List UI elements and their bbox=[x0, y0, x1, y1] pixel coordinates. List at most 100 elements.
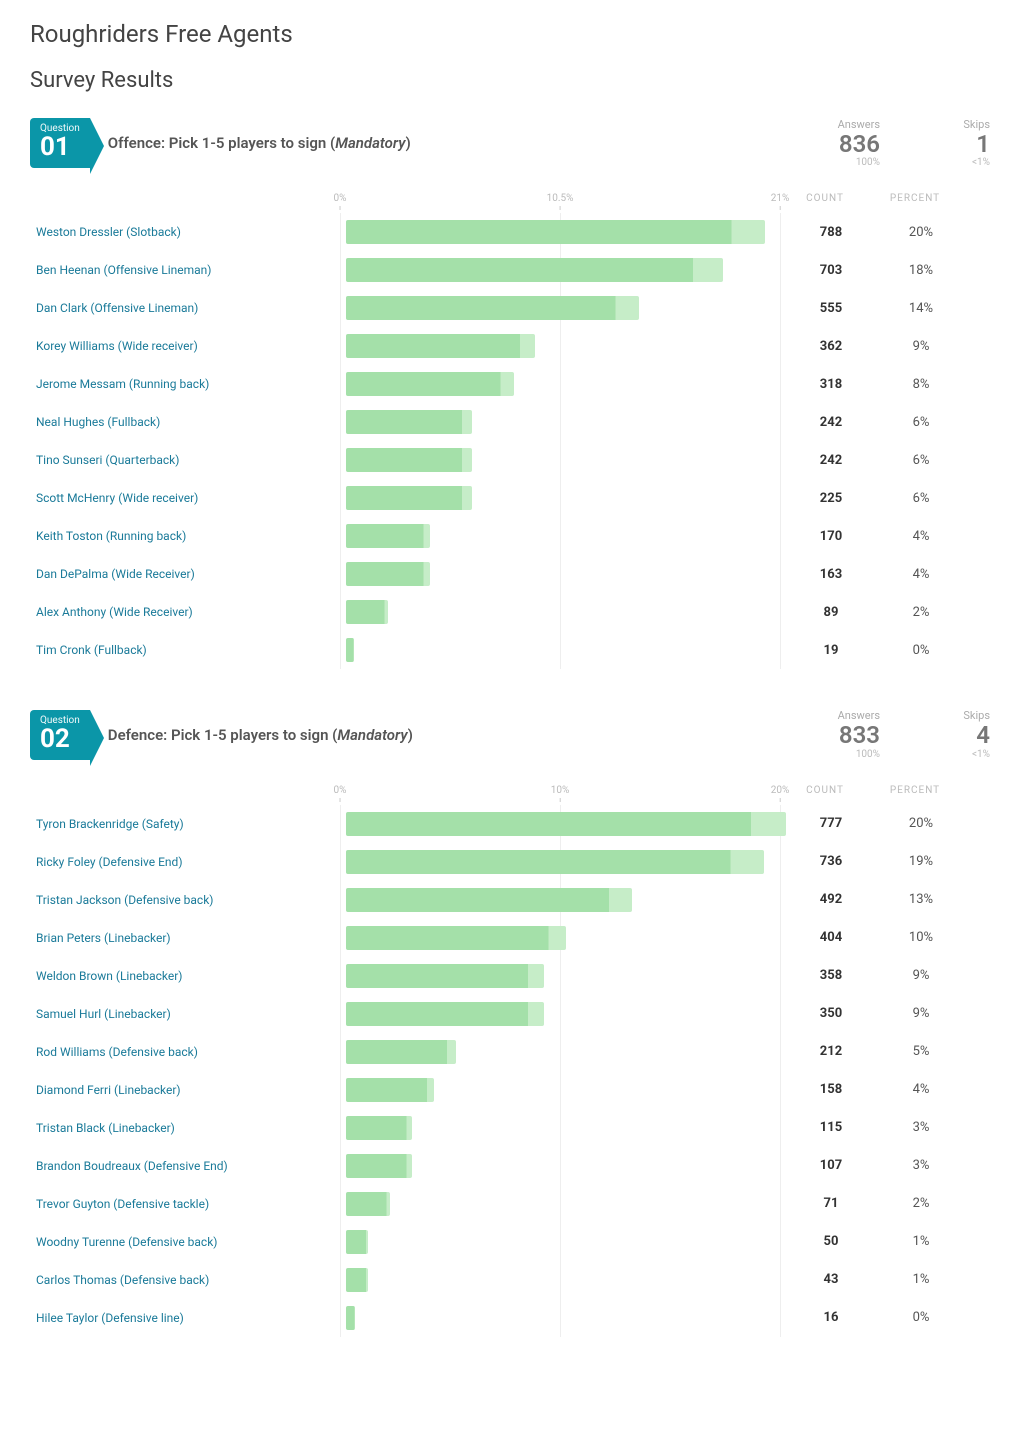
row-label-link[interactable]: Carlos Thomas (Defensive back) bbox=[30, 1273, 346, 1287]
answers-pct: 100% bbox=[810, 749, 880, 760]
row-label-link[interactable]: Tristan Black (Linebacker) bbox=[30, 1121, 346, 1135]
row-label-link[interactable]: Trevor Guyton (Defensive tackle) bbox=[30, 1197, 346, 1211]
data-rows: Tyron Brackenridge (Safety)77720%Ricky F… bbox=[30, 805, 990, 1337]
row-label-link[interactable]: Woodny Turenne (Defensive back) bbox=[30, 1235, 346, 1249]
row-bar-cell bbox=[346, 448, 786, 472]
row-percent: 5% bbox=[876, 1044, 966, 1059]
row-percent: 13% bbox=[876, 892, 966, 907]
row-bar bbox=[346, 964, 544, 988]
row-label-link[interactable]: Ben Heenan (Offensive Lineman) bbox=[30, 263, 346, 277]
row-label-link[interactable]: Hilee Taylor (Defensive line) bbox=[30, 1311, 346, 1325]
row-percent: 19% bbox=[876, 854, 966, 869]
row-label-link[interactable]: Rod Williams (Defensive back) bbox=[30, 1045, 346, 1059]
row-count: 163 bbox=[786, 567, 876, 582]
row-label-link[interactable]: Keith Toston (Running back) bbox=[30, 529, 346, 543]
data-rows: Weston Dressler (Slotback)78820% Ben Heen… bbox=[30, 213, 990, 669]
data-row: Dan Clark (Offensive Lineman)55514% bbox=[30, 289, 990, 327]
row-percent: 6% bbox=[876, 491, 966, 506]
data-row: Brian Peters (Linebacker)40410% bbox=[30, 919, 990, 957]
axis-ticks: 0%10.5%21% bbox=[340, 193, 780, 207]
row-label-link[interactable]: Dan Clark (Offensive Lineman) bbox=[30, 301, 346, 315]
row-label-link[interactable]: Samuel Hurl (Linebacker) bbox=[30, 1007, 346, 1021]
question-stats: Answers836100%Skips1<1% bbox=[810, 118, 990, 168]
row-label-link[interactable]: Dan DePalma (Wide Receiver) bbox=[30, 567, 346, 581]
row-bar-cell bbox=[346, 1230, 786, 1254]
row-percent: 3% bbox=[876, 1120, 966, 1135]
skips-value: 1 bbox=[976, 130, 990, 158]
axis-row: 0%10.5%21%COUNTPERCENT bbox=[30, 193, 990, 207]
row-label-link[interactable]: Jerome Messam (Running back) bbox=[30, 377, 346, 391]
row-label-link[interactable]: Tyron Brackenridge (Safety) bbox=[30, 817, 346, 831]
skips-stat: Skips4<1% bbox=[920, 709, 990, 759]
row-label-link[interactable]: Korey Williams (Wide receiver) bbox=[30, 339, 346, 353]
row-count: 107 bbox=[786, 1158, 876, 1173]
row-label-link[interactable]: Scott McHenry (Wide receiver) bbox=[30, 491, 346, 505]
row-label-link[interactable]: Brandon Boudreaux (Defensive End) bbox=[30, 1159, 346, 1173]
row-count: 16 bbox=[786, 1310, 876, 1325]
row-percent: 9% bbox=[876, 339, 966, 354]
question-number: 01 bbox=[40, 132, 70, 162]
axis-tick: 10.5% bbox=[547, 193, 574, 210]
question-title: Defence: Pick 1-5 players to sign (Manda… bbox=[108, 726, 413, 744]
row-count: 242 bbox=[786, 453, 876, 468]
data-row: Korey Williams (Wide receiver)3629% bbox=[30, 327, 990, 365]
row-bar-cell bbox=[346, 964, 786, 988]
question-header: Question01Offence: Pick 1-5 players to s… bbox=[30, 118, 990, 168]
row-label-link[interactable]: Tristan Jackson (Defensive back) bbox=[30, 893, 346, 907]
data-row: Tino Sunseri (Quarterback) 2426% bbox=[30, 441, 990, 479]
row-count: 703 bbox=[786, 263, 876, 278]
row-bar-cell bbox=[346, 600, 786, 624]
row-bar bbox=[346, 220, 765, 244]
row-bar bbox=[346, 1078, 434, 1102]
row-bar-cell bbox=[346, 258, 786, 282]
row-label-link[interactable]: Diamond Ferri (Linebacker) bbox=[30, 1083, 346, 1097]
section-title: Survey Results bbox=[30, 68, 990, 93]
row-count: 50 bbox=[786, 1234, 876, 1249]
row-label-link[interactable]: Alex Anthony (Wide Receiver) bbox=[30, 605, 346, 619]
data-row: Weldon Brown (Linebacker)3589% bbox=[30, 957, 990, 995]
question-number: 02 bbox=[40, 724, 70, 754]
skips-pct: <1% bbox=[920, 157, 990, 168]
axis-count-header: COUNT bbox=[780, 193, 870, 207]
row-percent: 4% bbox=[876, 529, 966, 544]
row-bar bbox=[346, 486, 472, 510]
data-row: Tim Cronk (Fullback)190% bbox=[30, 631, 990, 669]
data-row: Tyron Brackenridge (Safety)77720% bbox=[30, 805, 990, 843]
row-bar bbox=[346, 524, 430, 548]
row-label-link[interactable]: Neal Hughes (Fullback) bbox=[30, 415, 346, 429]
row-count: 170 bbox=[786, 529, 876, 544]
row-percent: 4% bbox=[876, 1082, 966, 1097]
row-percent: 6% bbox=[876, 453, 966, 468]
row-percent: 20% bbox=[876, 816, 966, 831]
row-count: 350 bbox=[786, 1006, 876, 1021]
row-label-link[interactable]: Weston Dressler (Slotback) bbox=[30, 225, 346, 239]
row-bar-cell bbox=[346, 372, 786, 396]
row-count: 404 bbox=[786, 930, 876, 945]
row-bar-cell bbox=[346, 812, 786, 836]
row-percent: 6% bbox=[876, 415, 966, 430]
row-label-link[interactable]: Ricky Foley (Defensive End) bbox=[30, 855, 346, 869]
row-bar bbox=[346, 562, 430, 586]
row-count: 43 bbox=[786, 1272, 876, 1287]
row-bar bbox=[346, 850, 764, 874]
data-row: Alex Anthony (Wide Receiver)892% bbox=[30, 593, 990, 631]
axis-count-header: COUNT bbox=[780, 785, 870, 799]
row-bar-cell bbox=[346, 888, 786, 912]
row-label-link[interactable]: Weldon Brown (Linebacker) bbox=[30, 969, 346, 983]
row-bar-cell bbox=[346, 1154, 786, 1178]
data-row: Ricky Foley (Defensive End)73619% bbox=[30, 843, 990, 881]
question-title-mandatory: Mandatory bbox=[335, 134, 405, 152]
row-label-link[interactable]: Brian Peters (Linebacker) bbox=[30, 931, 346, 945]
row-bar bbox=[346, 926, 566, 950]
data-row: Weston Dressler (Slotback)78820% bbox=[30, 213, 990, 251]
row-label-link[interactable]: Tino Sunseri (Quarterback) bbox=[30, 453, 346, 467]
row-bar-cell bbox=[346, 638, 786, 662]
data-row: Scott McHenry (Wide receiver)2256% bbox=[30, 479, 990, 517]
row-label-link[interactable]: Tim Cronk (Fullback) bbox=[30, 643, 346, 657]
question-header-left: Question02Defence: Pick 1-5 players to s… bbox=[30, 710, 413, 760]
question-number-badge: Question01 bbox=[30, 118, 90, 168]
row-bar bbox=[346, 372, 514, 396]
row-bar-cell bbox=[346, 486, 786, 510]
row-percent: 20% bbox=[876, 225, 966, 240]
row-bar bbox=[346, 1002, 544, 1026]
